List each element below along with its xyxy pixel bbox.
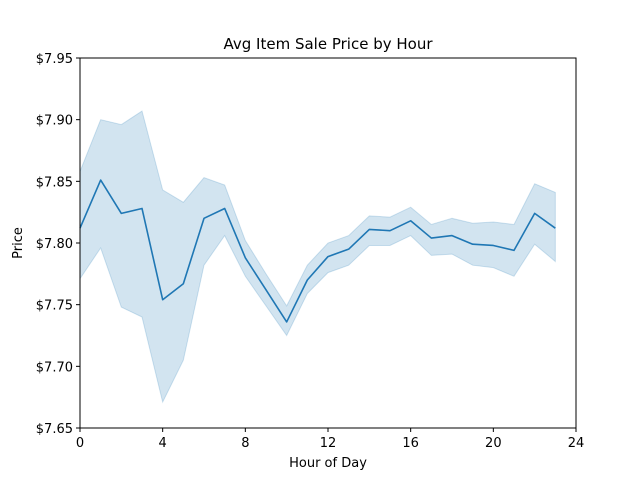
x-tick-label: 24 xyxy=(568,436,585,451)
y-tick-label: $7.90 xyxy=(36,114,73,129)
y-axis-ticks: $7.65 $7.70 $7.75 $7.80 $7.85 $7.90 $7.95 xyxy=(36,52,80,437)
x-tick-label: 8 xyxy=(241,436,249,451)
series-line-layer xyxy=(79,179,556,323)
x-tick-label: 20 xyxy=(485,436,502,451)
series-line xyxy=(79,179,556,323)
y-tick-label: $7.65 xyxy=(36,422,73,437)
y-axis-label: Price xyxy=(11,227,26,259)
x-axis-ticks: 0 4 8 12 16 20 24 xyxy=(76,428,584,451)
x-axis-label: Hour of Day xyxy=(289,456,367,471)
confidence-band xyxy=(79,110,556,404)
y-tick-label: $7.85 xyxy=(36,175,73,190)
x-tick-label: 16 xyxy=(402,436,419,451)
chart-title: Avg Item Sale Price by Hour xyxy=(224,35,434,53)
y-tick-label: $7.75 xyxy=(36,299,73,314)
y-tick-label: $7.70 xyxy=(36,360,73,375)
x-tick-label: 0 xyxy=(76,436,84,451)
confidence-band-layer xyxy=(79,110,556,404)
x-tick-label: 4 xyxy=(159,436,167,451)
x-tick-label: 12 xyxy=(320,436,337,451)
y-tick-label: $7.80 xyxy=(36,237,73,252)
y-tick-label: $7.95 xyxy=(36,52,73,67)
